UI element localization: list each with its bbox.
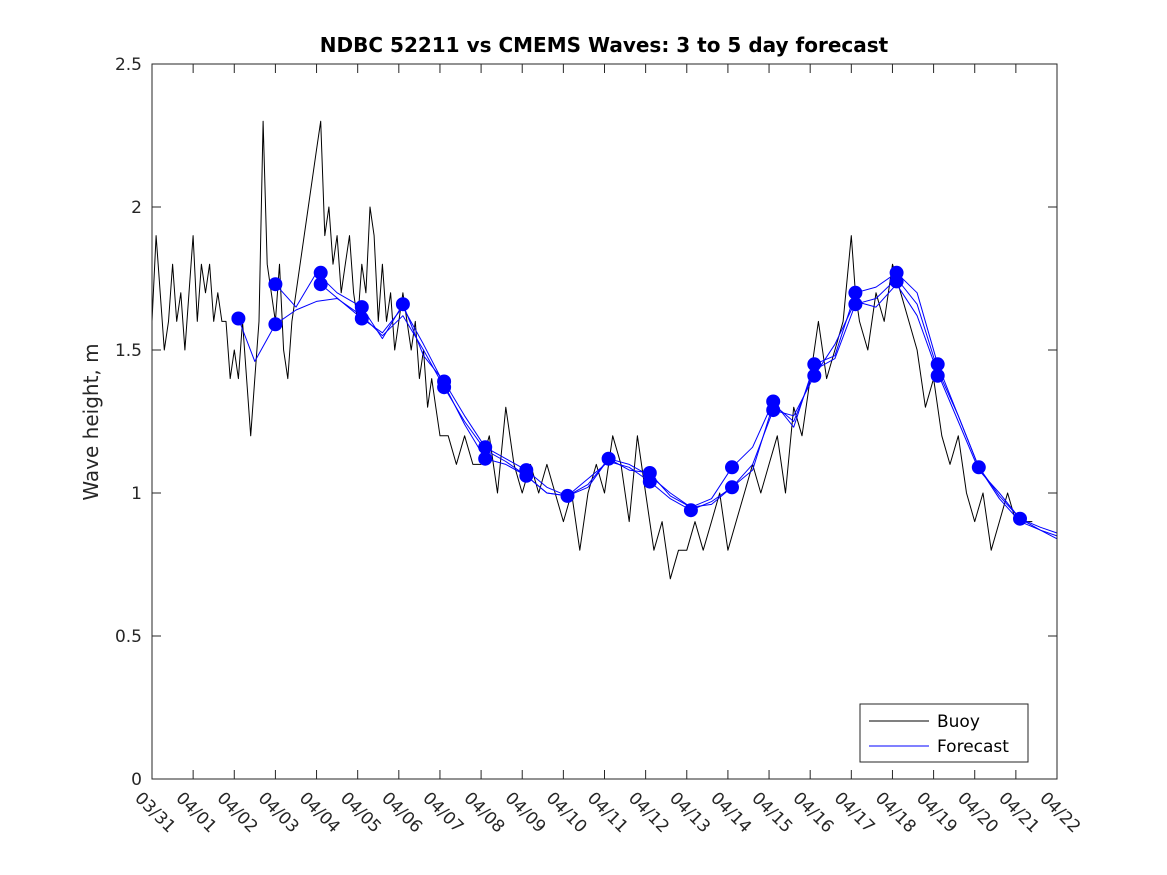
forecast-marker [601,451,616,466]
legend-box [859,703,1029,763]
forecast-marker [889,274,904,289]
plot-background [152,64,1057,779]
series-line-forecast-2 [275,272,1058,534]
y-tick-label: 1 [131,484,142,504]
forecast-marker [725,480,739,495]
chart-title: NDBC 52211 vs CMEMS Waves: 3 to 5 day fo… [320,33,889,57]
forecast-marker [971,460,986,475]
y-tick-label: 0.5 [115,627,142,647]
forecast-marker [519,468,534,483]
y-axis-label: Wave height, m [79,343,103,500]
forecast-marker [268,317,283,332]
forecast-marker [354,311,369,326]
plot-area [152,64,1057,779]
legend: Buoy Forecast [859,703,1029,763]
forecast-marker [725,460,739,475]
forecast-marker [478,451,493,466]
forecast-marker [437,380,452,395]
forecast-marker [766,403,781,418]
forecast-marker [560,488,575,503]
legend-label-forecast: Forecast [937,737,1009,757]
y-tick-label: 2.5 [115,55,142,75]
forecast-marker [395,297,410,312]
y-tick-label: 2 [131,198,142,218]
forecast-marker [642,474,657,489]
series-line-buoy-0 [151,120,1033,580]
forecast-marker [683,503,698,518]
forecast-marker [313,277,328,292]
y-tick-label: 0 [131,770,142,790]
forecast-markers [231,265,1027,526]
forecast-marker [848,297,863,312]
legend-label-buoy: Buoy [937,712,980,732]
forecast-marker [268,277,283,292]
forecast-marker [1013,511,1027,526]
forecast-marker [807,368,822,383]
forecast-marker [930,368,945,383]
y-tick-label: 1.5 [115,341,142,361]
forecast-marker [231,311,246,326]
